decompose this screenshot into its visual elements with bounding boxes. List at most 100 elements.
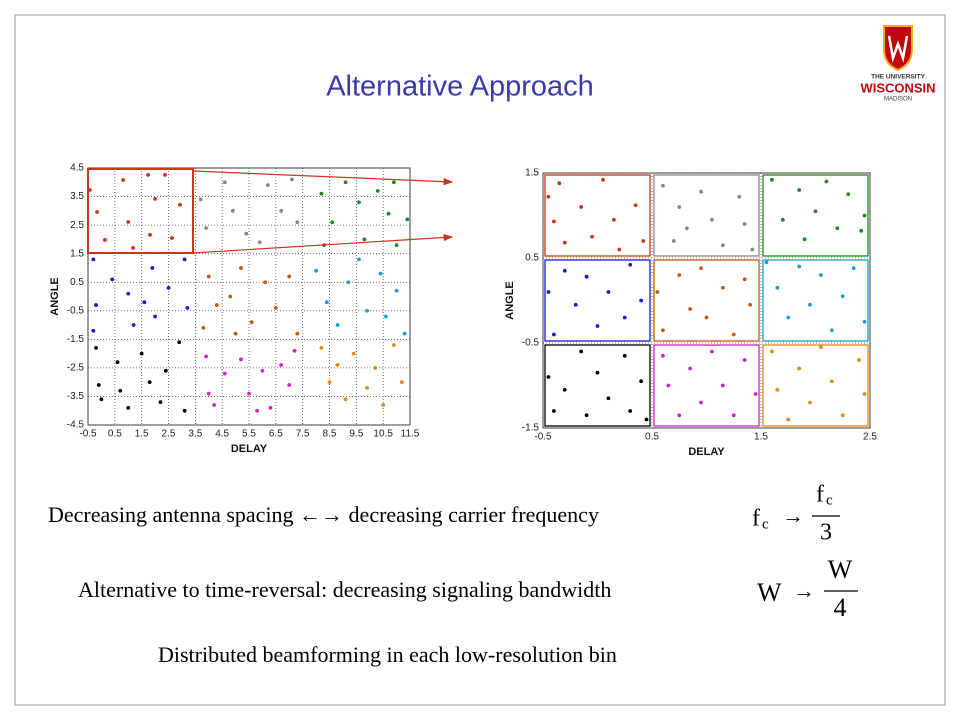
scatter-point [212, 403, 217, 407]
scatter-point [639, 379, 643, 384]
logo-text: MADISON [884, 97, 912, 103]
scatter-point [182, 257, 187, 262]
scatter-point [257, 240, 262, 245]
scatter-point [400, 380, 404, 385]
scatter-point [699, 266, 703, 271]
bin-box [544, 259, 651, 342]
scatter-point [182, 408, 187, 413]
scatter-point [178, 202, 182, 207]
scatter-point [546, 290, 551, 294]
scatter-point [381, 403, 386, 407]
plot-area [542, 172, 871, 429]
bin-box [762, 259, 869, 342]
scatter-point [373, 365, 378, 370]
y-tick-label: 4.5 [70, 163, 84, 174]
y-tick-label: -1.5 [522, 423, 540, 434]
scatter-point [239, 357, 243, 362]
scatter-point [383, 314, 388, 319]
scatter-point [644, 417, 649, 422]
scatter-point [405, 217, 410, 222]
scatter-point [118, 388, 123, 393]
scatter-point [163, 368, 168, 373]
scatter-point [177, 340, 182, 345]
logo: THE UNIVERSITY WISCONSIN MADISON [860, 25, 936, 103]
y-tick-label: -0.5 [522, 338, 540, 349]
bin-box [544, 174, 651, 257]
bin-box [653, 344, 760, 427]
scatter-point [375, 188, 380, 193]
scatter-point [688, 366, 693, 371]
scatter-point [244, 231, 249, 236]
scatter-point [808, 400, 812, 405]
x-tick-label: 7.5 [296, 429, 310, 440]
scatter-point [720, 285, 725, 290]
scatter-point [233, 331, 238, 336]
scatter-point [835, 226, 840, 231]
scatter-point [677, 413, 682, 418]
scatter-point [562, 240, 567, 245]
scatter-point [139, 351, 144, 356]
scatter-point [699, 189, 703, 194]
scatter-point [314, 268, 318, 273]
scatter-point [601, 177, 605, 182]
y-axis-label: ANGLE [49, 277, 61, 316]
scatter-chart: -0.5 0.5 1.5 2.5 3.5 4.5 5.5 6.5 7.5 8.5 9.5 10.5 11… [49, 163, 420, 455]
scatter-point [351, 351, 356, 356]
y-tick-label: 3.5 [70, 191, 84, 202]
x-tick-label: 2.5 [863, 432, 877, 443]
scatter-point [163, 172, 167, 177]
x-tick-label: 6.5 [269, 429, 283, 440]
scatter-point [362, 237, 367, 242]
scatter-point [110, 277, 115, 282]
scatter-point [392, 180, 396, 185]
formula-den: 3 [820, 520, 832, 546]
scatter-point [595, 324, 600, 328]
scatter-point [222, 180, 227, 185]
scatter-point [704, 315, 709, 320]
scatter-point [153, 196, 157, 201]
scatter-point [150, 266, 155, 270]
scatter-point [813, 209, 818, 214]
scatter-point [147, 380, 152, 385]
scatter-point [579, 205, 584, 209]
scatter-point [204, 226, 208, 230]
scatter-point [324, 300, 329, 305]
scatter-point [198, 197, 203, 202]
scatter-point [720, 243, 725, 248]
formula-sub: c [762, 516, 769, 532]
scatter-point [562, 387, 567, 392]
scatter-point [859, 228, 864, 233]
scatter-point [201, 326, 206, 330]
scatter-point [287, 383, 292, 387]
scatter-point [688, 307, 693, 311]
logo-text: WISCONSIN [860, 80, 935, 95]
scatter-point [622, 315, 627, 320]
zoom-arrow [192, 170, 454, 186]
scatter-point [126, 291, 131, 296]
scatter-point [862, 392, 867, 396]
scatter-point [684, 226, 689, 231]
scatter-point [96, 383, 101, 387]
x-tick-label: 8.5 [323, 429, 337, 440]
scatter-point [797, 188, 802, 192]
formula-num: W [828, 555, 853, 584]
zoom-callout [87, 168, 454, 254]
scatter-point [641, 239, 646, 243]
scatter-point [622, 353, 627, 358]
scatter-point [829, 379, 834, 384]
bin-box [653, 174, 760, 257]
scatter-point [228, 294, 233, 299]
scatter-point [260, 368, 265, 373]
scatter-point [94, 346, 98, 350]
scatter-point [185, 306, 190, 310]
x-tick-label: 1.5 [135, 429, 149, 440]
scatter-point [840, 413, 845, 418]
scatter-point [611, 217, 616, 222]
x-tick-label: 0.5 [108, 429, 122, 440]
scatter-point [287, 274, 292, 279]
scatter-point [263, 280, 267, 285]
scatter-point [343, 397, 348, 402]
slide-title: Alternative Approach [326, 71, 594, 103]
scatter-point [737, 194, 742, 199]
scatter-point [343, 180, 348, 185]
